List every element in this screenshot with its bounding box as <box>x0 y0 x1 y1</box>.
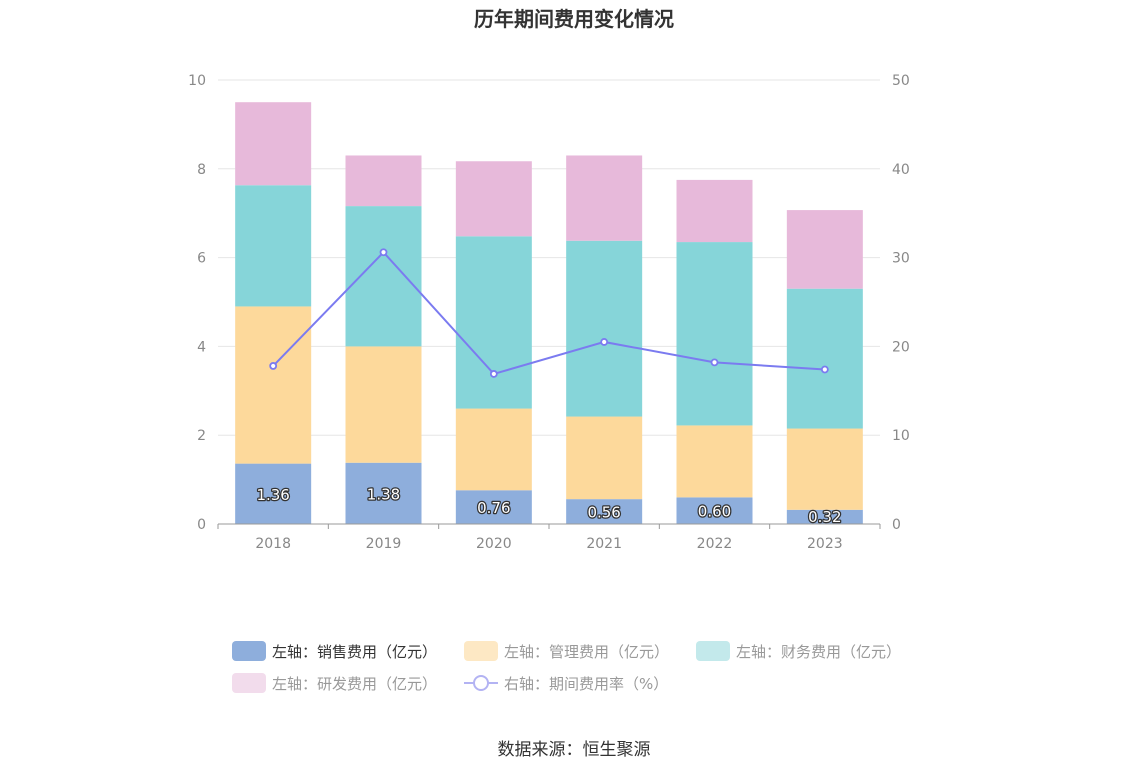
rate-line-point <box>489 370 498 378</box>
y-right-tick-label: 10 <box>892 428 910 444</box>
bar-segment-1 <box>345 346 422 463</box>
bar-segment-3 <box>676 179 753 243</box>
legend-swatch <box>696 641 730 661</box>
x-tick-label: 2019 <box>366 536 402 552</box>
bar-segment-0 <box>455 490 532 524</box>
bar-segment-3 <box>786 210 863 289</box>
data-labels: 1.36 1.38 0.76 0.56 0.60 0.32 <box>255 484 843 527</box>
x-tick-label: 2022 <box>697 536 733 552</box>
x-tick-label: 2020 <box>476 536 512 552</box>
legend-label: 左轴：销售费用（亿元） <box>272 643 437 661</box>
bar-segment-1 <box>676 425 753 498</box>
bar-segment-0 <box>235 463 312 524</box>
data-label: 1.38 <box>367 485 400 503</box>
bar-segment-3 <box>345 155 422 207</box>
y-left-tick-label: 8 <box>197 162 206 178</box>
y-right-tick-label: 50 <box>892 73 910 89</box>
grid <box>218 79 880 436</box>
y-left-tick-label: 4 <box>197 339 206 355</box>
rate-line-point <box>269 362 278 370</box>
bar-segment-1 <box>455 408 532 491</box>
rate-line-point <box>379 248 388 257</box>
legend-label: 左轴：研发费用（亿元） <box>272 675 437 693</box>
bar-segment-2 <box>235 185 312 307</box>
y-left-tick-label: 10 <box>188 73 206 89</box>
bar-segment-2 <box>455 236 532 409</box>
data-label: 0.60 <box>698 503 731 521</box>
bar-segment-1 <box>235 306 312 464</box>
y-left-tick-label: 2 <box>197 428 206 444</box>
chart-title: 历年期间费用变化情况 <box>474 7 674 31</box>
y-right-tick-label: 30 <box>892 251 910 267</box>
bar-segment-2 <box>786 288 863 429</box>
y-left-tick-label: 6 <box>197 251 206 267</box>
bar-segment-3 <box>566 155 643 241</box>
bar-segment-3 <box>455 161 532 237</box>
x-tick-label: 2023 <box>807 536 843 552</box>
legend: 左轴：销售费用（亿元） 左轴：管理费用（亿元） 左轴：财务费用（亿元） 左轴：研发费用… <box>232 641 901 693</box>
legend-label: 左轴：管理费用（亿元） <box>504 643 669 661</box>
y-right-tick-label: 40 <box>892 162 910 178</box>
bar-segment-1 <box>566 416 643 500</box>
bar-segment-2 <box>566 240 643 417</box>
bar-segment-3 <box>235 102 312 186</box>
legend-swatch <box>232 641 266 661</box>
data-label: 0.56 <box>587 504 620 522</box>
bar-segment-0 <box>786 509 863 524</box>
x-tick-label: 2021 <box>586 536 622 552</box>
rate-line-path <box>272 250 825 376</box>
y-left-tick-label: 0 <box>197 517 206 533</box>
legend-swatch <box>464 641 498 661</box>
x-tick-label: 2018 <box>255 536 291 552</box>
legend-swatch <box>232 673 266 693</box>
legend-label: 右轴：期间费用率（%） <box>504 675 668 693</box>
bar-segment-0 <box>345 462 422 524</box>
data-label: 0.76 <box>477 499 510 517</box>
bars <box>235 102 863 524</box>
legend-label: 左轴：财务费用（亿元） <box>736 643 901 661</box>
source-note: 数据来源：恒生聚源 <box>498 740 651 760</box>
data-label: 1.36 <box>256 486 289 504</box>
rate-line-point <box>600 338 609 346</box>
rate-line <box>269 248 829 378</box>
legend-line-marker <box>473 675 489 691</box>
bar-segment-2 <box>676 242 753 426</box>
data-label: 0.32 <box>808 508 841 526</box>
bar-segment-1 <box>786 428 863 510</box>
rate-line-point <box>710 358 719 367</box>
bar-segment-2 <box>345 206 422 347</box>
y-right-tick-label: 0 <box>892 517 901 533</box>
y-right-tick-label: 20 <box>892 339 910 355</box>
axes: 0 2 4 6 8 10 0 10 20 30 40 50 2018 2019 2020 2021 2022 20… <box>188 73 910 552</box>
bar-segment-0 <box>676 497 753 524</box>
bar-segment-0 <box>566 499 643 524</box>
rate-line-point <box>820 365 829 374</box>
